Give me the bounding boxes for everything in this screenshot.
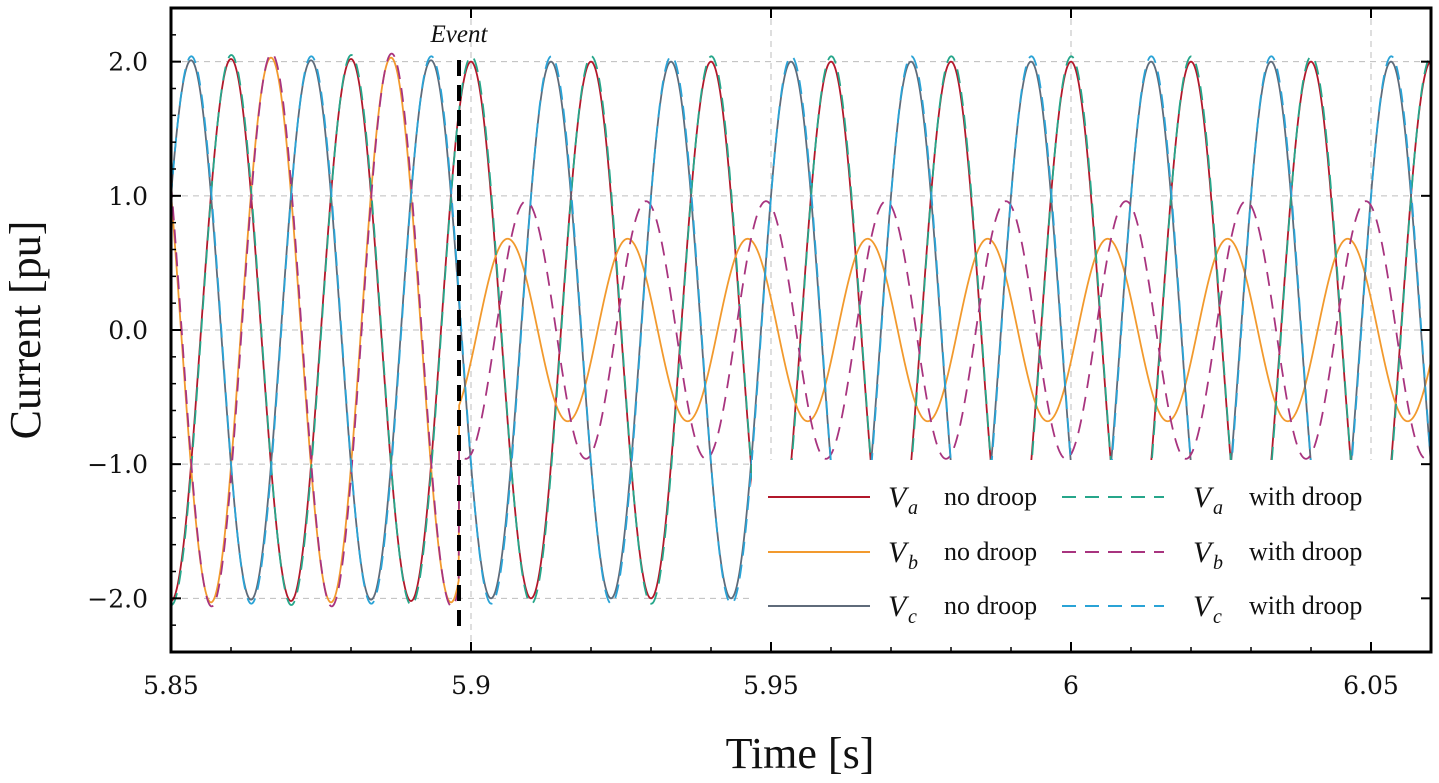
legend-subscript-va_no: a (908, 497, 918, 519)
event-marker: Event (430, 21, 489, 628)
y-tick-label: 2.0 (108, 48, 148, 77)
legend-label-vc_dr: with droop (1249, 591, 1362, 620)
legend-symbol-vc_no: V (888, 590, 910, 623)
legend-label-va_dr: with droop (1249, 482, 1362, 511)
series-line-va_dr (171, 54, 1431, 606)
legend-background (752, 460, 1430, 650)
legend-label-vb_no: no droop (944, 537, 1037, 566)
x-tick-label: 6.05 (1343, 671, 1399, 700)
legend-label-vb_dr: with droop (1249, 537, 1362, 566)
y-axis-title: Current [pu] (1, 221, 50, 440)
legend-symbol-va_dr: V (1193, 481, 1215, 514)
legend-subscript-vb_no: b (908, 552, 918, 574)
y-tick-label: −1.0 (87, 450, 148, 479)
event-label: Event (430, 21, 489, 48)
series-group (171, 52, 1431, 608)
legend-label-va_no: no droop (944, 482, 1037, 511)
legend-symbol-vc_dr: V (1193, 590, 1215, 623)
axis-ticks: 5.85 5.9 5.95 6 6.05 2.0 1.0 0.0 −1.0 −2.0 (87, 7, 1432, 700)
y-tick-label: 1.0 (108, 182, 148, 211)
y-tick-label: 0.0 (108, 316, 148, 345)
x-tick-label: 5.85 (143, 671, 199, 700)
y-tick-label: −2.0 (87, 584, 148, 613)
legend-subscript-vc_dr: c (1213, 606, 1222, 628)
legend-subscript-va_dr: a (1213, 497, 1223, 519)
x-tick-label: 5.95 (743, 671, 799, 700)
legend-symbol-va_no: V (888, 481, 910, 514)
legend-symbol-vb_no: V (888, 536, 910, 569)
legend-subscript-vb_dr: b (1213, 552, 1223, 574)
legend-label-vc_no: no droop (944, 591, 1037, 620)
legend-symbol-vb_dr: V (1193, 536, 1215, 569)
series-line-vc_dr (171, 55, 1431, 605)
legend-subscript-vc_no: c (908, 606, 917, 628)
x-tick-label: 6 (1063, 671, 1079, 700)
x-axis-title: Time [s] (726, 729, 875, 778)
series-line-vb_dr (171, 52, 1431, 608)
x-tick-label: 5.9 (451, 671, 491, 700)
